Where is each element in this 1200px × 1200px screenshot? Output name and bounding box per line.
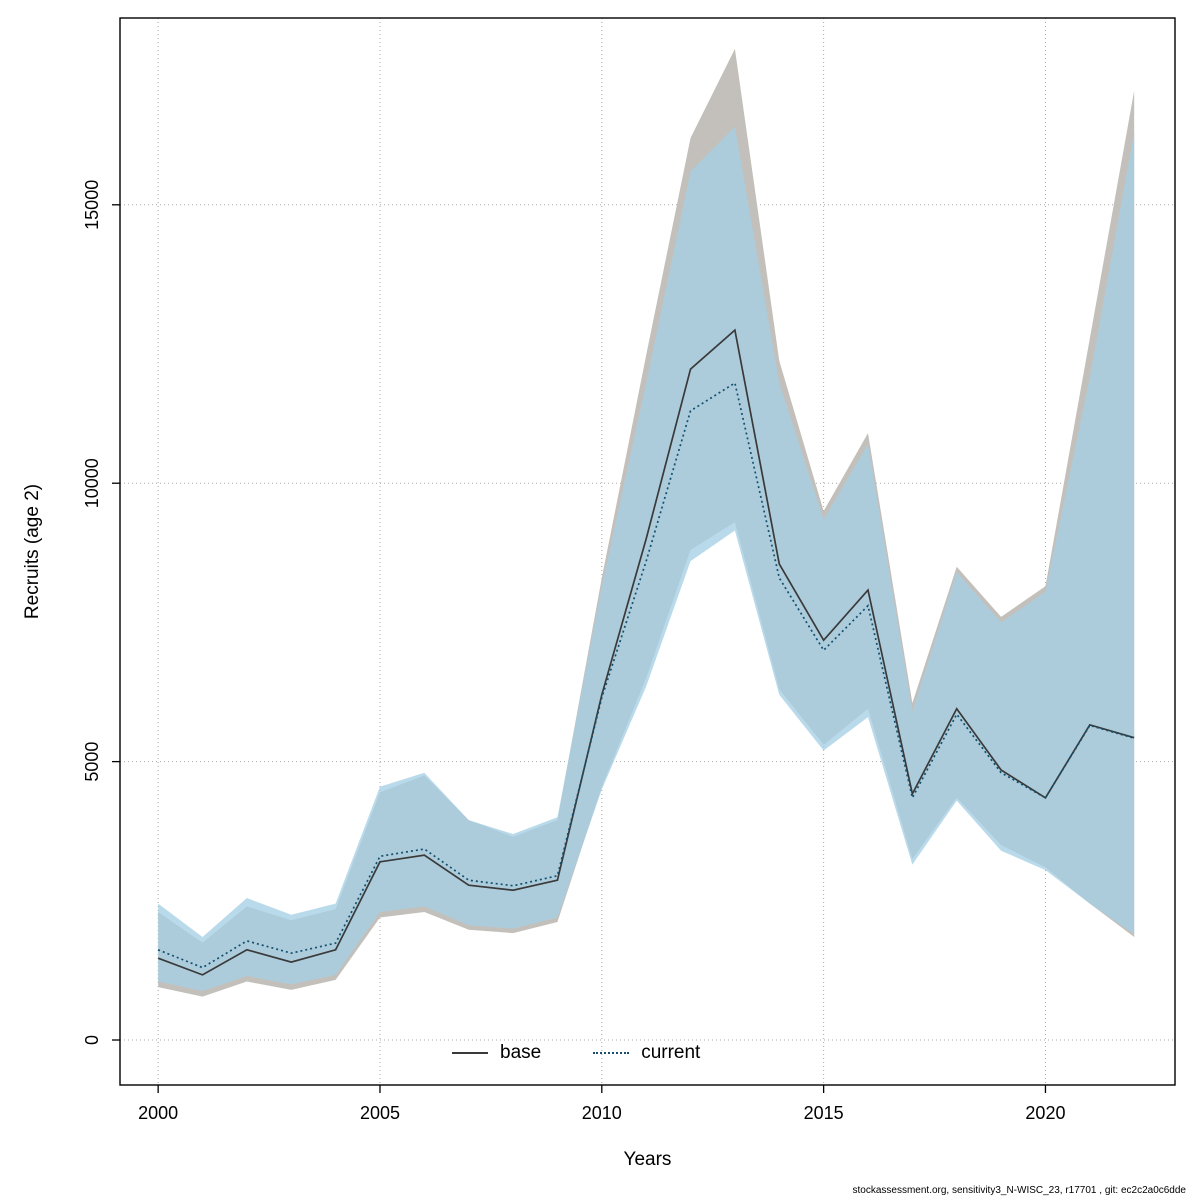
base-line-sample: [452, 1052, 488, 1054]
svg-text:2020: 2020: [1025, 1103, 1065, 1123]
current-line-sample: [593, 1052, 630, 1054]
svg-text:5000: 5000: [82, 742, 102, 782]
svg-text:10000: 10000: [82, 458, 102, 508]
svg-text:0: 0: [82, 1035, 102, 1045]
legend-item-base: base: [452, 1042, 541, 1064]
legend-label-base: base: [500, 1042, 542, 1063]
legend-label-current: current: [641, 1042, 701, 1063]
svg-text:Recruits (age 2): Recruits (age 2): [22, 484, 43, 619]
svg-text:Years: Years: [624, 1149, 672, 1170]
svg-text:2000: 2000: [138, 1103, 178, 1123]
svg-text:2010: 2010: [582, 1103, 622, 1123]
svg-text:2005: 2005: [360, 1103, 400, 1123]
footer-citation: stockassessment.org, sensitivity3_N-WISC…: [852, 1185, 1187, 1196]
svg-text:2015: 2015: [804, 1103, 844, 1123]
svg-text:15000: 15000: [82, 180, 102, 230]
legend-item-current: current: [593, 1042, 700, 1064]
chart-legend: base current: [452, 1042, 700, 1064]
